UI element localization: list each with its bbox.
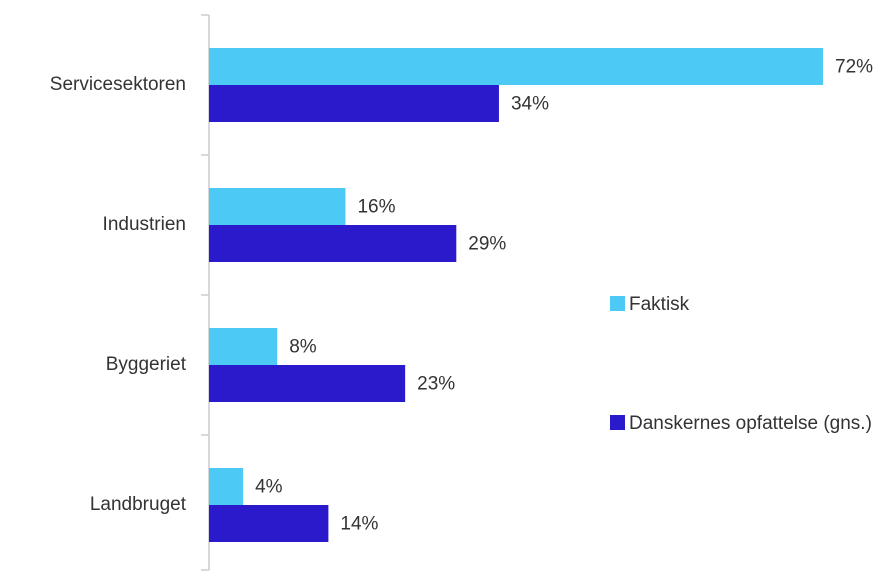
- value-label: 34%: [511, 94, 549, 115]
- bar: [209, 505, 329, 542]
- value-label: 4%: [255, 477, 283, 498]
- value-label: 29%: [468, 234, 506, 255]
- legend-swatch: [610, 415, 625, 430]
- bar: [209, 328, 278, 365]
- category-label: Landbruget: [90, 494, 187, 515]
- value-label: 72%: [835, 57, 873, 78]
- bar: [209, 225, 457, 262]
- legend-label: Danskernes opfattelse (gns.): [629, 413, 872, 434]
- legend-label: Faktisk: [629, 294, 690, 315]
- bar: [209, 365, 406, 402]
- category-label: Byggeriet: [106, 354, 187, 375]
- bar: [209, 48, 823, 85]
- category-label: Industrien: [103, 214, 186, 235]
- value-label: 8%: [289, 337, 317, 358]
- value-label: 23%: [417, 374, 455, 395]
- legend-item: Faktisk: [610, 291, 880, 318]
- value-label: 16%: [357, 197, 395, 218]
- bar: [209, 85, 499, 122]
- legend-item: Danskernes opfattelse (gns.): [610, 410, 880, 437]
- legend-swatch: [610, 296, 625, 311]
- value-label: 14%: [340, 514, 378, 535]
- category-label: Servicesektoren: [50, 74, 186, 95]
- bar: [209, 188, 346, 225]
- bar: [209, 468, 244, 505]
